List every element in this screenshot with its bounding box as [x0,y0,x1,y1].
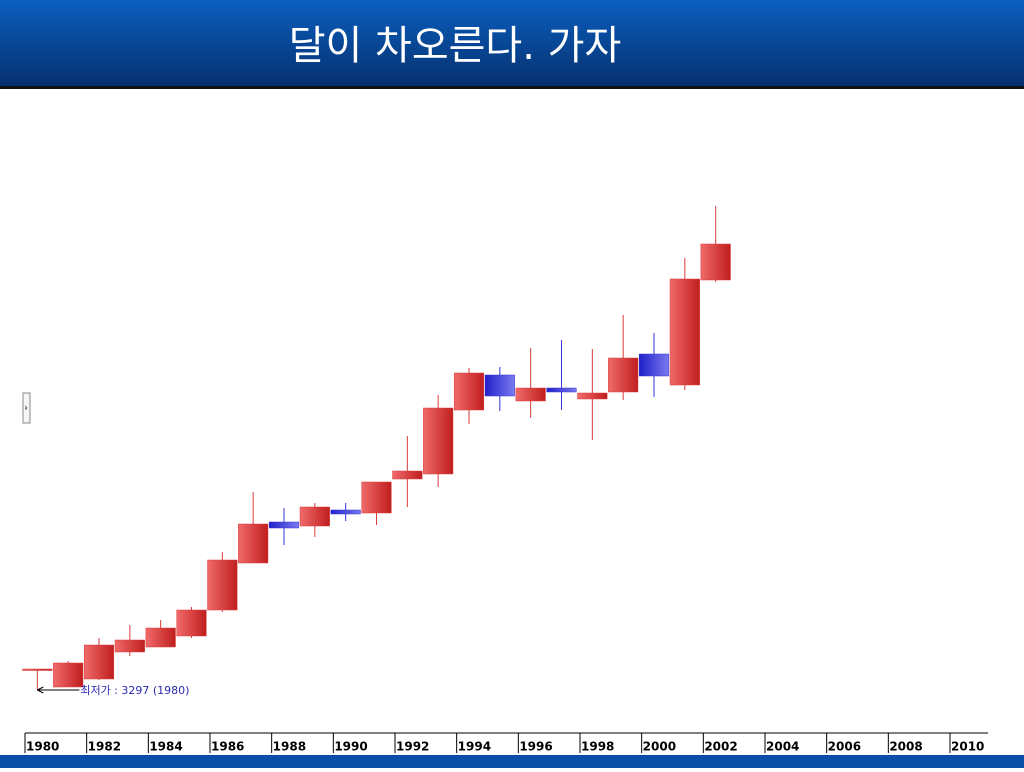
x-tick-label: 2002 [704,740,737,754]
annotation-arrowhead [37,686,44,694]
side-handle[interactable] [22,392,31,424]
side-handle-arrow: › [24,404,28,414]
candle-body [669,278,700,386]
candle-body [53,662,84,688]
candle-body [453,372,485,411]
candle-body [608,357,639,393]
header-rule [0,86,1024,89]
candle-body [484,374,515,397]
candle-body [238,523,269,564]
x-tick-label: 1980 [26,740,59,754]
candle-body [546,387,577,393]
candle-body [700,243,731,281]
candle-body [577,392,608,400]
candle-body [638,353,670,377]
candle-body [145,627,176,648]
candle-body [299,506,330,527]
x-tick-label: 2006 [828,740,861,754]
slide-title: 달이 차오른다. 가자 [289,23,622,69]
x-tick-label: 2000 [643,740,676,754]
candle-body [392,470,423,480]
candle-body [176,609,207,637]
candle-body [114,639,145,653]
candle-body [423,407,454,475]
x-tick-label: 1988 [273,740,306,754]
x-tick-label: 1998 [581,740,614,754]
header-bar [0,0,1024,86]
candle-body [330,509,361,515]
plot: 1980 1982 1984 1986 1988 1990 1992 1994 1996 1998… [22,206,984,754]
candle-body [22,668,53,671]
x-tick-label: 1986 [211,740,244,754]
candle-body [361,481,392,514]
x-tick-label: 2008 [889,740,922,754]
x-tick-label: 1994 [458,740,491,754]
x-tick-label: 1982 [88,740,121,754]
annotation: 최저가 : 3297 (1980) [80,684,189,697]
x-tick-label: 1984 [149,740,182,754]
x-tick-label: 1992 [396,740,429,754]
candle-body [268,521,300,529]
x-tick-label: 2010 [951,740,984,754]
candle-body [207,559,238,611]
candle-body [83,644,115,680]
footer-bar [0,755,1024,768]
x-tick-label: 1990 [334,740,367,754]
candle-body [515,387,546,402]
x-tick-label: 1996 [519,740,552,754]
x-tick-label: 2004 [766,740,799,754]
